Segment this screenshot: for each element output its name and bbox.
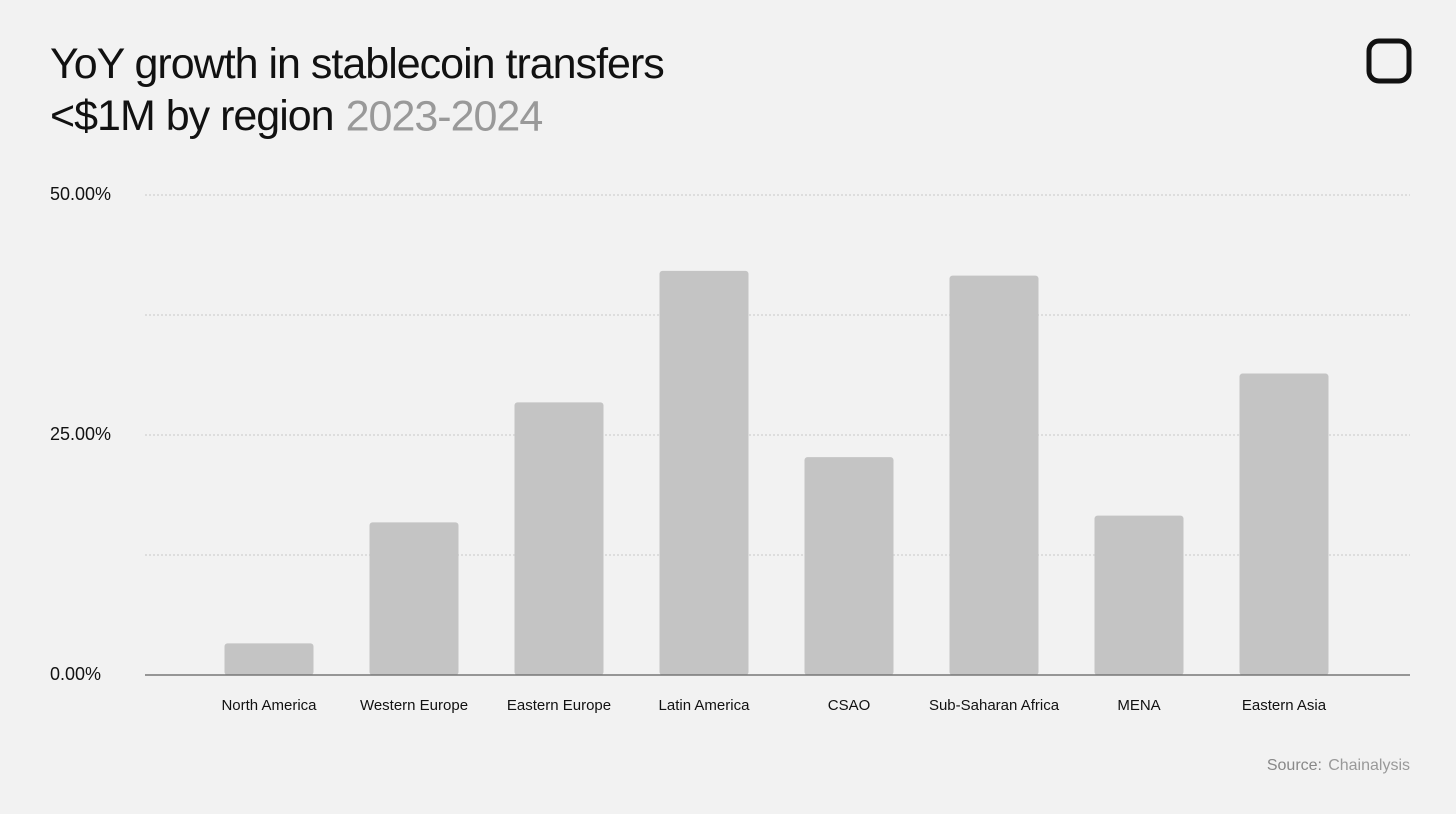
- x-tick-label: MENA: [1117, 697, 1160, 714]
- bar: [949, 275, 1039, 675]
- chart-title: YoY growth in stablecoin transfers <$1M b…: [50, 40, 664, 140]
- logo: [1366, 38, 1412, 84]
- bar: [369, 522, 459, 675]
- x-tick-label: Eastern Europe: [507, 697, 611, 714]
- source: Chainalysis: [1328, 757, 1410, 774]
- bar: [804, 457, 894, 675]
- bar: [1094, 515, 1184, 675]
- source-label: Source:: [1267, 757, 1322, 774]
- bar: [514, 402, 604, 675]
- bar: [224, 643, 314, 675]
- y-tick-label: 50.00%: [50, 184, 111, 204]
- logo-frame: [1366, 38, 1412, 84]
- y-tick-label: 0.00%: [50, 664, 101, 684]
- x-tick-label: Latin America: [659, 697, 751, 714]
- chart-subtitle: 2023-2024: [346, 92, 543, 140]
- x-tick-label: Western Europe: [360, 697, 468, 714]
- y-tick-label: 25.00%: [50, 424, 111, 444]
- x-tick-label: Sub-Saharan Africa: [929, 697, 1060, 714]
- bar: [1239, 373, 1329, 675]
- bar: [659, 270, 749, 675]
- x-tick-label: CSAO: [828, 697, 871, 714]
- x-tick-label: Eastern Asia: [1242, 697, 1327, 714]
- x-tick-label: North America: [221, 697, 317, 714]
